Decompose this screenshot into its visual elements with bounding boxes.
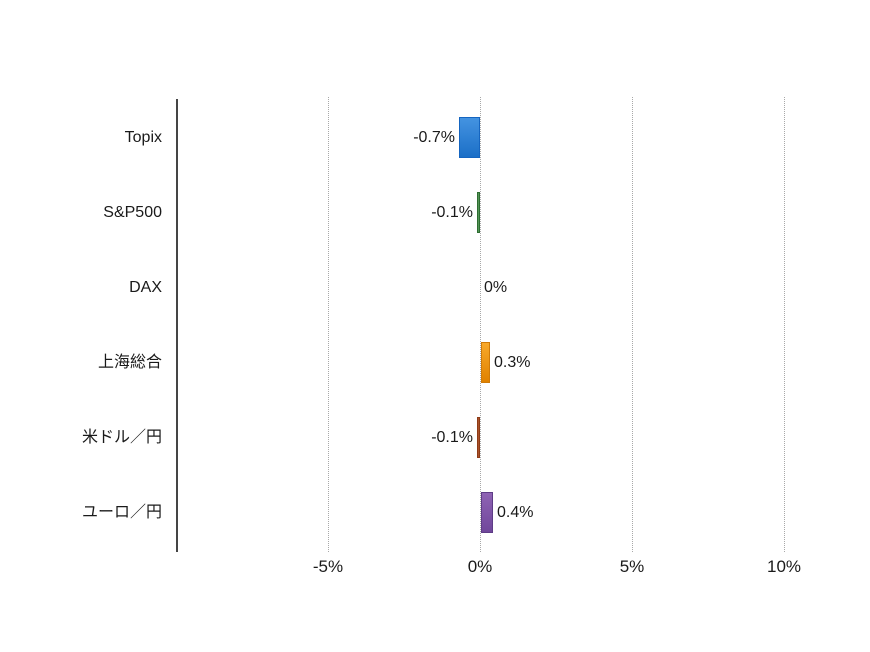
- bar-topix: [459, 117, 480, 158]
- bar-usd-jpy: [477, 417, 480, 458]
- category-label-sp500: S&P500: [103, 204, 162, 221]
- x-tick-label: 5%: [619, 557, 645, 576]
- y-axis-line: [176, 99, 178, 552]
- gridline: [784, 97, 785, 552]
- value-label-usd-jpy: -0.1%: [431, 429, 473, 446]
- gridline: [328, 97, 329, 552]
- value-label-topix: -0.7%: [413, 129, 455, 146]
- bar-shanghai-composite: [481, 342, 490, 383]
- value-label-shanghai-composite: 0.3%: [494, 354, 531, 371]
- category-label-shanghai-composite: 上海総合: [97, 354, 162, 371]
- x-tick-label: -5%: [312, 557, 344, 576]
- category-label-dax: DAX: [129, 279, 162, 296]
- gridline: [480, 97, 481, 552]
- value-label-dax: 0%: [484, 279, 508, 296]
- category-label-usd-jpy: 米ドル／円: [81, 429, 162, 446]
- value-label-sp500: -0.1%: [431, 204, 473, 221]
- category-label-eur-jpy: ユーロ／円: [81, 504, 162, 521]
- gridline: [632, 97, 633, 552]
- bar-sp500: [477, 192, 480, 233]
- bar-eur-jpy: [481, 492, 493, 533]
- category-label-topix: Topix: [124, 129, 162, 146]
- x-tick-label: 10%: [766, 557, 802, 576]
- value-label-eur-jpy: 0.4%: [497, 504, 534, 521]
- x-tick-label: 0%: [467, 557, 493, 576]
